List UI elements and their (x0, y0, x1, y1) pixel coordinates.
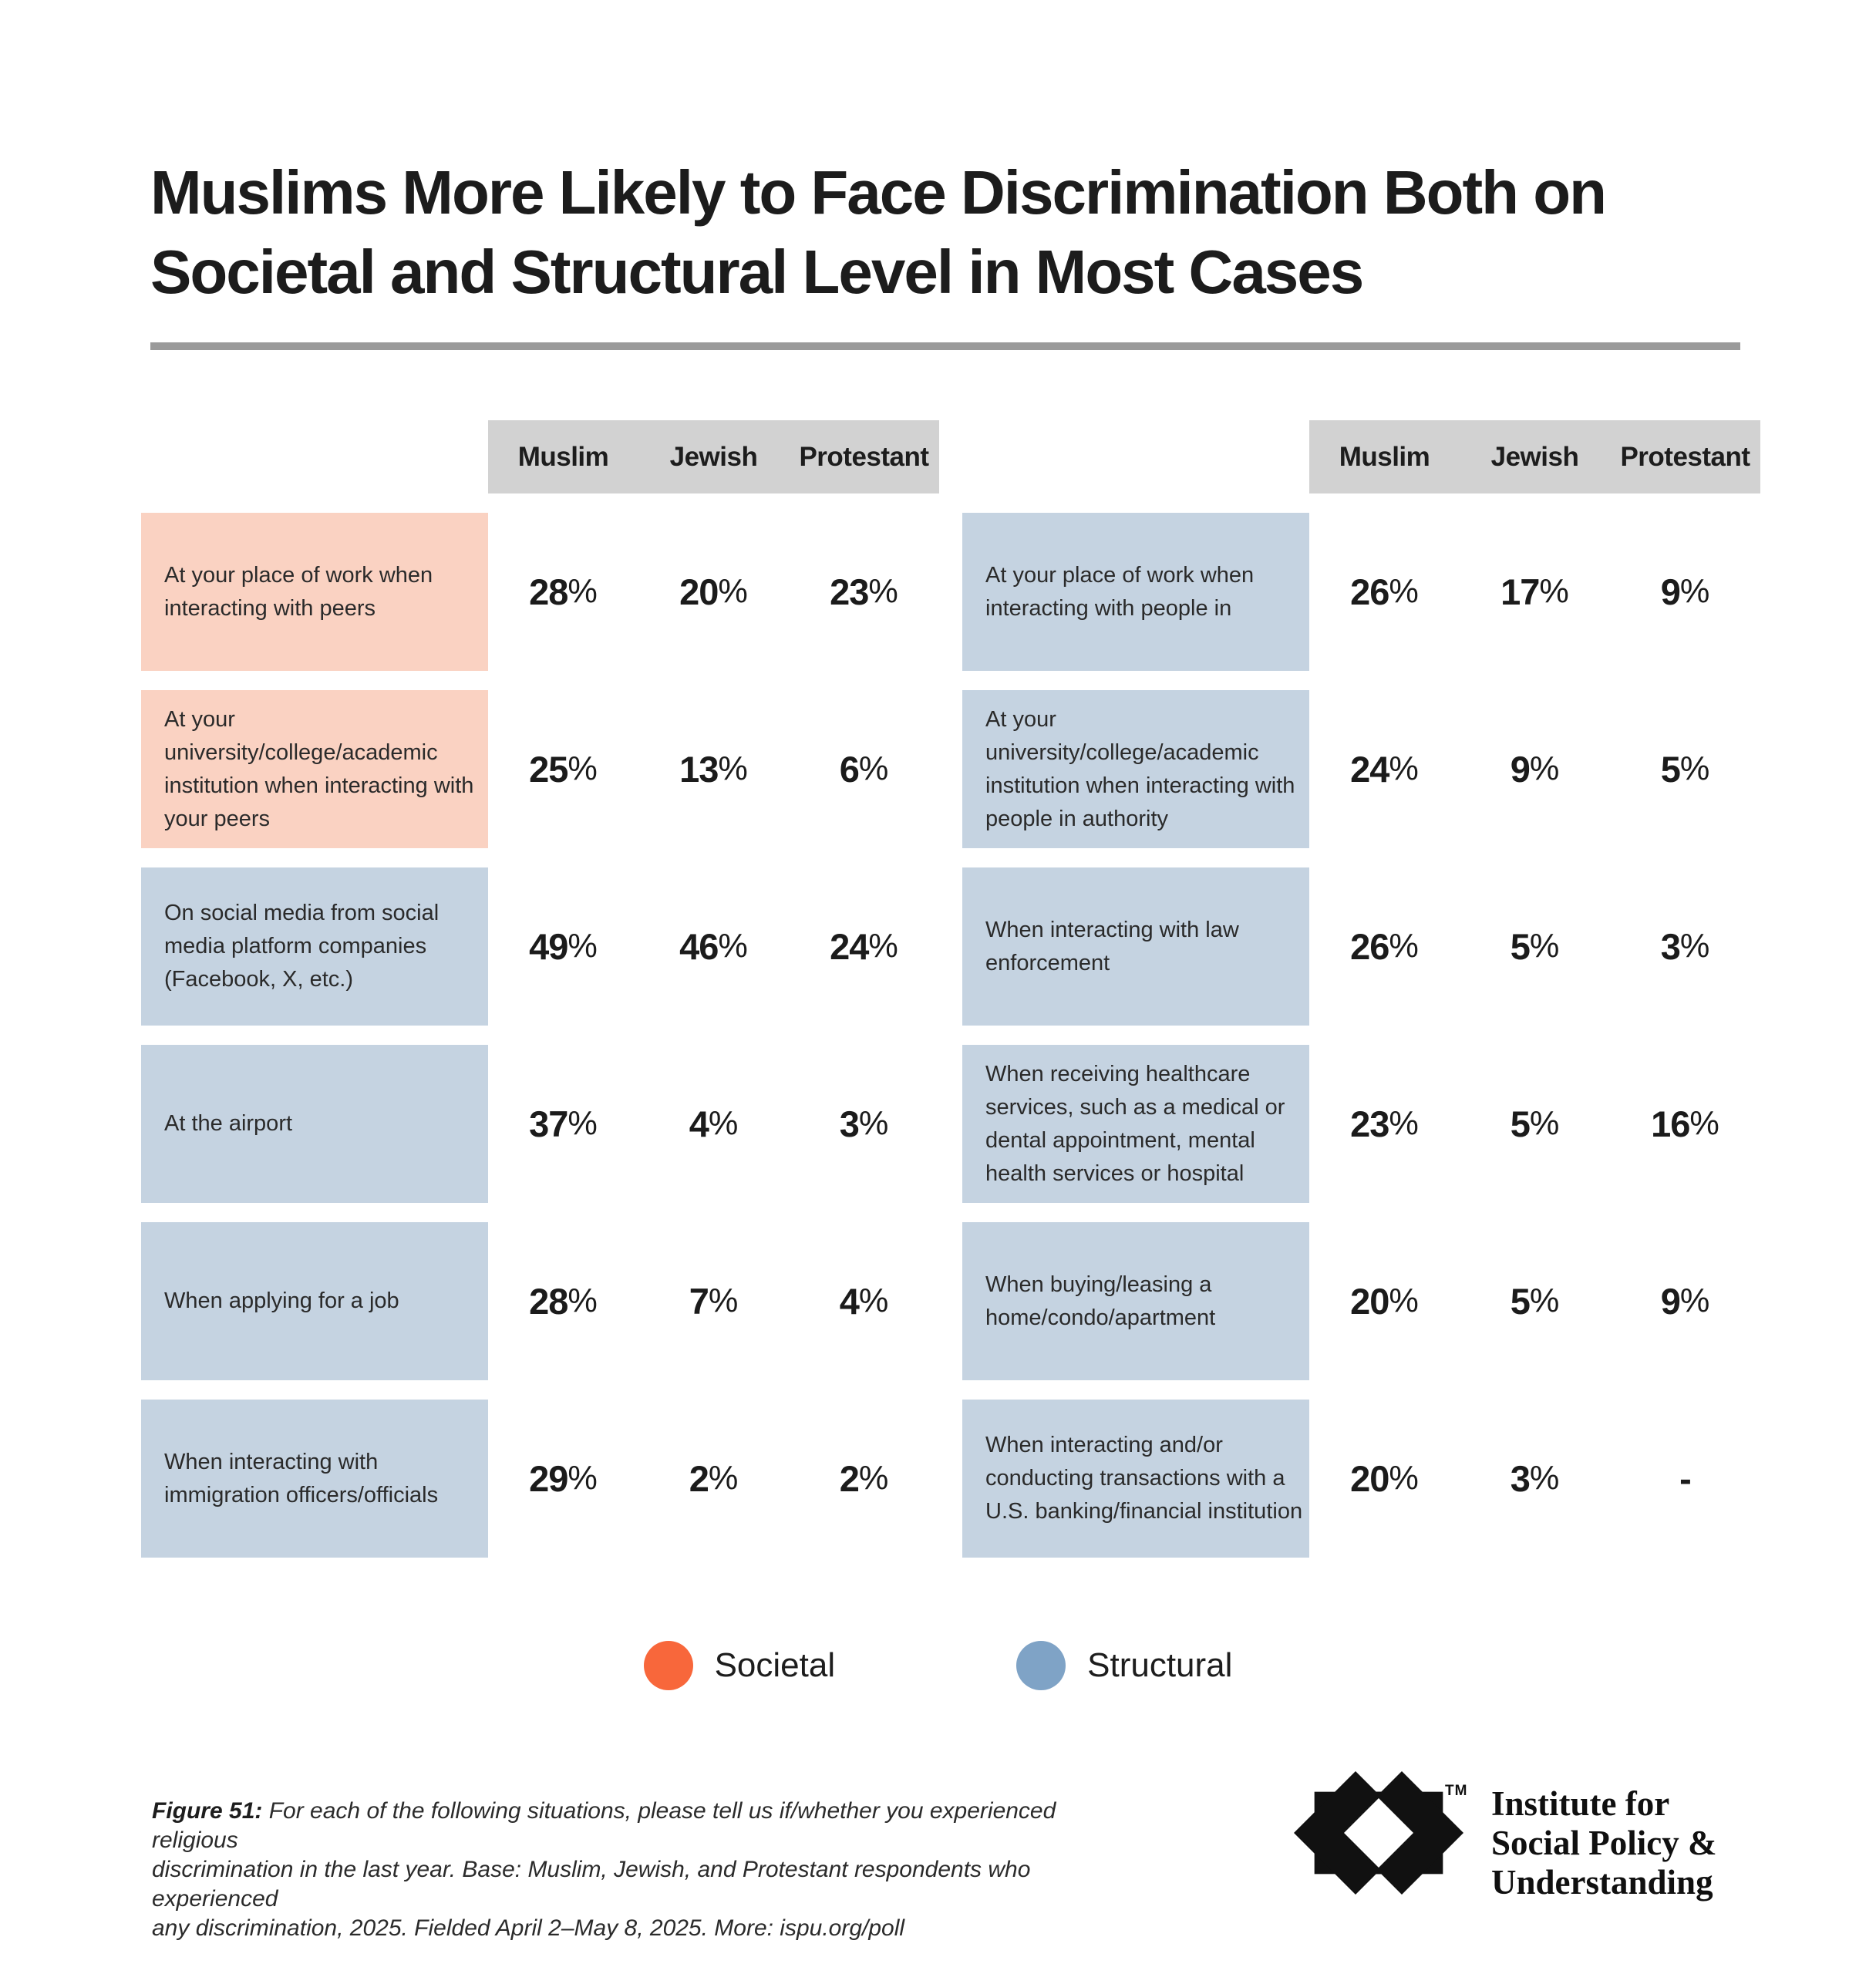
left-table: Muslim Jewish Protestant At your place o… (141, 420, 939, 1558)
right-table: Muslim Jewish Protestant At your place o… (962, 420, 1760, 1558)
value-cell: 5% (1510, 1103, 1560, 1144)
row-label: When interacting with law enforcement (962, 867, 1309, 1026)
caption-line-3: any discrimination, 2025. Fielded April … (152, 1915, 905, 1941)
value-cell: 25% (529, 749, 598, 790)
value-cell: - (1679, 1458, 1692, 1499)
column-header-jewish: Jewish (1490, 441, 1579, 472)
legend: Societal Structural (0, 1641, 1876, 1690)
societal-dot-icon (643, 1641, 693, 1690)
value-cell: 20% (1350, 1458, 1419, 1499)
column-header-jewish: Jewish (669, 441, 758, 472)
value-cell: 29% (529, 1458, 598, 1499)
left-table-header: Muslim Jewish Protestant (488, 420, 939, 494)
value-cell: 3% (839, 1103, 889, 1144)
value-cell: 20% (679, 571, 748, 612)
legend-item-societal: Societal (643, 1641, 836, 1690)
value-cell: 5% (1510, 1281, 1560, 1322)
logo-line-1: Institute for (1491, 1784, 1670, 1823)
caption-line-2: discrimination in the last year. Base: M… (152, 1857, 1031, 1912)
value-cell: 46% (679, 926, 748, 967)
figure-caption: Figure 51: For each of the following sit… (152, 1797, 1139, 1943)
page-title-line-1: Muslims More Likely to Face Discriminati… (150, 158, 1607, 227)
value-cell: 9% (1660, 571, 1710, 612)
value-cell: 20% (1350, 1281, 1419, 1322)
value-cell: 9% (1510, 749, 1560, 790)
value-cell: 3% (1660, 926, 1710, 967)
logo-line-2: Social Policy & (1491, 1824, 1717, 1862)
legend-label-societal: Societal (714, 1646, 836, 1684)
value-cell: 37% (529, 1103, 598, 1144)
column-header-muslim: Muslim (1339, 441, 1430, 472)
row-label: At your place of work when interacting w… (962, 513, 1309, 671)
value-cell: 28% (529, 571, 598, 612)
structural-dot-icon (1016, 1641, 1066, 1690)
ispu-logo-icon (1294, 1771, 1463, 1895)
row-label: When interacting and/or conducting trans… (962, 1400, 1309, 1558)
column-header-protestant: Protestant (1620, 441, 1750, 472)
row-label: When receiving healthcare services, such… (962, 1045, 1309, 1203)
trademark-symbol: TM (1445, 1783, 1468, 1799)
right-table-header: Muslim Jewish Protestant (1309, 420, 1760, 494)
row-label: When interacting with immigration office… (141, 1400, 488, 1558)
value-cell: 26% (1350, 926, 1419, 967)
page-title: Muslims More Likely to Face Discriminati… (150, 153, 1607, 312)
row-label: At your university/college/academic inst… (141, 690, 488, 848)
column-header-protestant: Protestant (799, 441, 929, 472)
row-label: When applying for a job (141, 1222, 488, 1380)
value-cell: 24% (830, 926, 898, 967)
row-label: On social media from social media platfo… (141, 867, 488, 1026)
row-label: When buying/leasing a home/condo/apartme… (962, 1222, 1309, 1380)
value-cell: 2% (689, 1458, 739, 1499)
ispu-logo-wordmark: Institute for Social Policy & Understand… (1491, 1784, 1716, 1902)
value-cell: 23% (830, 571, 898, 612)
value-cell: 7% (689, 1281, 739, 1322)
page-title-line-2: Societal and Structural Level in Most Ca… (150, 237, 1364, 306)
value-cell: 26% (1350, 571, 1419, 612)
logo-line-3: Understanding (1491, 1863, 1713, 1902)
value-cell: 17% (1500, 571, 1569, 612)
value-cell: 13% (679, 749, 748, 790)
value-cell: 16% (1651, 1103, 1719, 1144)
value-cell: 28% (529, 1281, 598, 1322)
value-cell: 9% (1660, 1281, 1710, 1322)
value-cell: 4% (839, 1281, 889, 1322)
row-label: At the airport (141, 1045, 488, 1203)
value-cell: 6% (839, 749, 889, 790)
row-label: At your place of work when interacting w… (141, 513, 488, 671)
value-cell: 4% (689, 1103, 739, 1144)
row-label: At your university/college/academic inst… (962, 690, 1309, 848)
figure-number: Figure 51: (152, 1798, 263, 1824)
legend-item-structural: Structural (1016, 1641, 1232, 1690)
value-cell: 23% (1350, 1103, 1419, 1144)
value-cell: 24% (1350, 749, 1419, 790)
legend-label-structural: Structural (1087, 1646, 1233, 1684)
caption-line-1: For each of the following situations, pl… (152, 1798, 1056, 1853)
value-cell: 5% (1660, 749, 1710, 790)
value-cell: 49% (529, 926, 598, 967)
column-header-muslim: Muslim (517, 441, 609, 472)
title-divider (150, 342, 1740, 350)
value-cell: 5% (1510, 926, 1560, 967)
value-cell: 2% (839, 1458, 889, 1499)
value-cell: 3% (1510, 1458, 1560, 1499)
